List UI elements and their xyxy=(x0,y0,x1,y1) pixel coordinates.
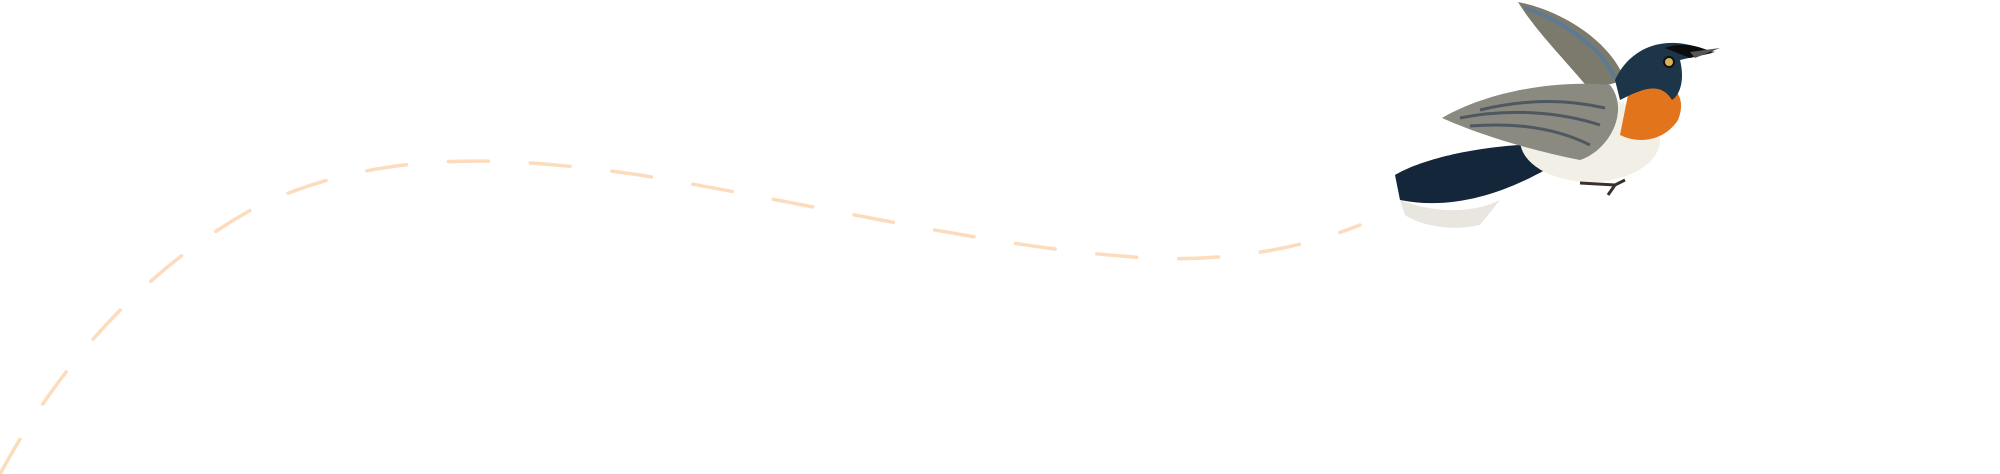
bird-icon xyxy=(1395,2,1720,228)
dashed-flight-path xyxy=(0,159,1362,474)
